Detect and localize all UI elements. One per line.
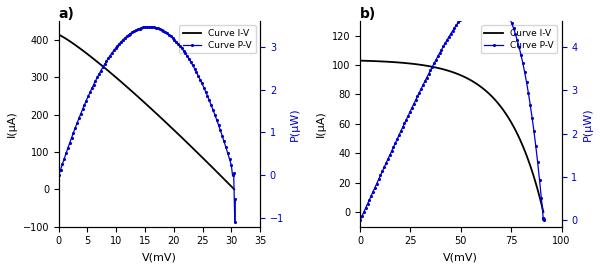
Curve P-V — [110, 49, 118, 52]
Curve P-V — [541, 219, 548, 222]
Curve I-V — [540, 210, 547, 214]
Y-axis label: P(μW): P(μW) — [583, 107, 593, 141]
Curve P-V — [404, 114, 412, 117]
Curve P-V — [147, 25, 154, 29]
Curve I-V — [92, 59, 99, 62]
Curve I-V — [483, 90, 490, 93]
Curve I-V — [501, 111, 508, 114]
Y-axis label: P(μW): P(μW) — [290, 107, 299, 141]
Curve P-V — [356, 219, 364, 222]
X-axis label: V(mV): V(mV) — [142, 252, 177, 262]
Curve I-V — [230, 188, 238, 191]
Y-axis label: I(μA): I(μA) — [7, 111, 17, 137]
Curve P-V — [232, 197, 239, 200]
Curve I-V — [176, 134, 183, 137]
Curve P-V — [231, 221, 238, 224]
Curve I-V — [406, 62, 413, 65]
Curve I-V — [55, 33, 62, 36]
Curve P-V — [55, 174, 62, 177]
Curve I-V — [395, 61, 402, 64]
Curve P-V — [451, 26, 458, 30]
Curve I-V — [458, 74, 466, 77]
Text: b): b) — [360, 7, 376, 21]
Text: a): a) — [59, 7, 74, 21]
Curve P-V — [412, 98, 419, 102]
Curve I-V — [103, 67, 110, 70]
Curve P-V — [103, 60, 110, 63]
Line: Curve P-V: Curve P-V — [358, 0, 546, 222]
Legend: Curve I-V, Curve P-V: Curve I-V, Curve P-V — [179, 26, 256, 53]
Curve I-V — [225, 182, 232, 185]
Curve P-V — [539, 217, 547, 220]
Y-axis label: I(μA): I(μA) — [316, 111, 326, 137]
Curve I-V — [194, 151, 201, 154]
Curve I-V — [152, 112, 160, 115]
X-axis label: V(mV): V(mV) — [443, 252, 478, 262]
Curve I-V — [533, 187, 541, 190]
Curve P-V — [199, 82, 206, 85]
Curve P-V — [532, 145, 539, 148]
Curve I-V — [356, 59, 364, 62]
Curve P-V — [362, 206, 369, 210]
Curve P-V — [97, 69, 104, 72]
Line: Curve I-V: Curve I-V — [360, 61, 544, 212]
Curve P-V — [152, 26, 160, 29]
Line: Curve I-V: Curve I-V — [59, 35, 234, 189]
Legend: Curve I-V, Curve P-V: Curve I-V, Curve P-V — [481, 26, 557, 53]
Curve P-V — [145, 25, 152, 29]
Line: Curve P-V: Curve P-V — [57, 25, 237, 224]
